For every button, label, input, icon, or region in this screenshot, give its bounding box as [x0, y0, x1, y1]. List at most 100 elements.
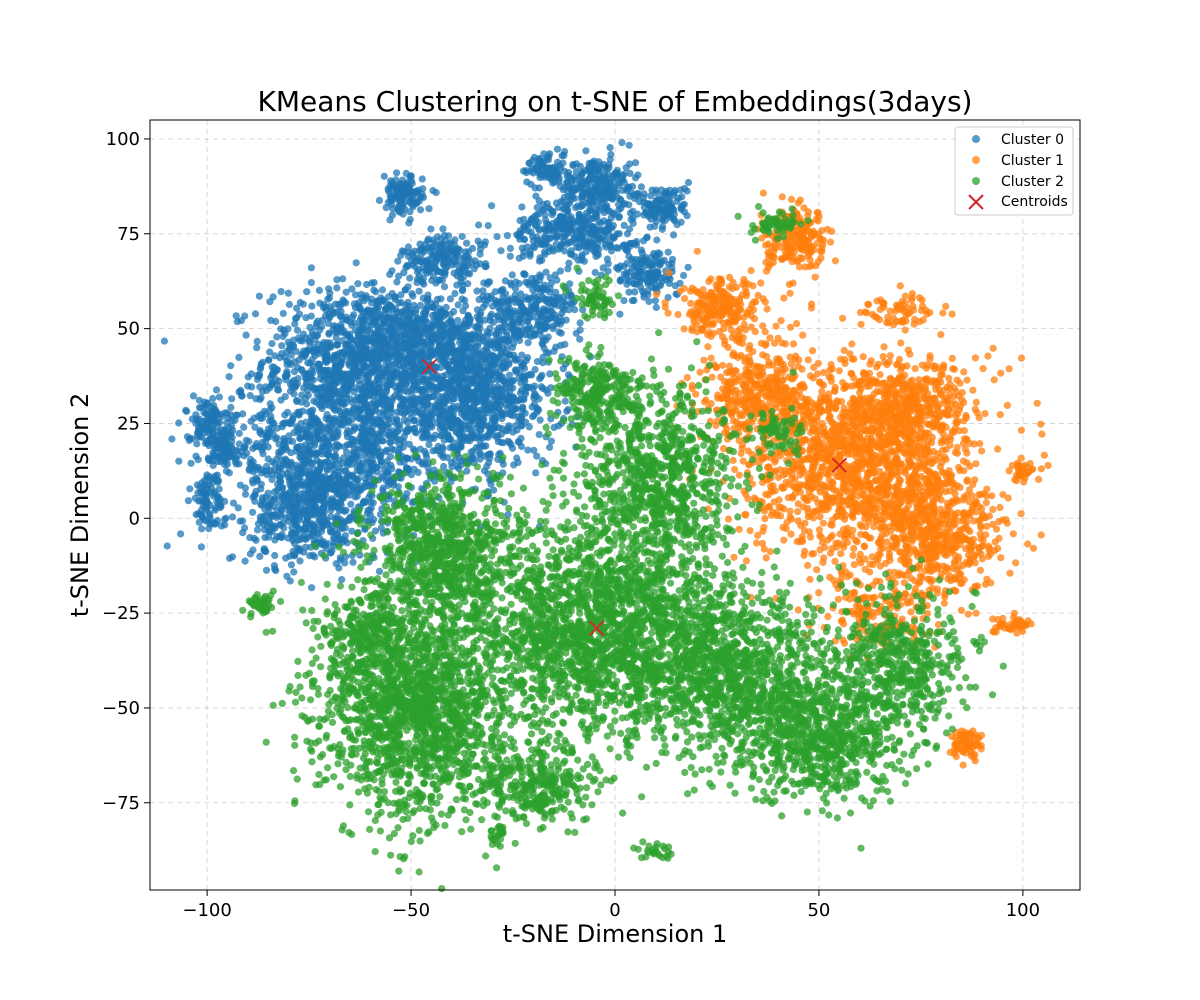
data-point	[595, 251, 602, 258]
data-point	[626, 142, 633, 149]
data-point	[255, 520, 262, 527]
data-point	[285, 339, 292, 346]
data-point	[666, 192, 673, 199]
data-point	[265, 534, 272, 541]
data-point	[492, 414, 499, 421]
data-point	[308, 303, 315, 310]
data-point	[417, 398, 424, 405]
data-point	[321, 346, 328, 353]
data-point	[284, 325, 291, 332]
data-point	[506, 372, 513, 379]
data-point	[281, 411, 288, 418]
data-point	[487, 403, 494, 410]
data-point	[465, 248, 472, 255]
data-point	[623, 164, 630, 171]
data-point	[349, 337, 356, 344]
data-point	[463, 356, 470, 363]
data-point	[538, 372, 545, 379]
data-point	[476, 456, 483, 463]
data-point	[168, 435, 175, 442]
data-point	[280, 503, 287, 510]
data-point	[485, 459, 492, 466]
data-point	[346, 330, 353, 337]
data-point	[336, 507, 343, 514]
data-point	[252, 395, 259, 402]
data-point	[542, 269, 549, 276]
data-point	[437, 305, 444, 312]
data-point	[281, 490, 288, 497]
data-point	[358, 469, 365, 476]
data-point	[331, 418, 338, 425]
data-point	[436, 342, 443, 349]
data-point	[290, 503, 297, 510]
data-point	[175, 458, 182, 465]
data-point	[278, 350, 285, 357]
data-point	[443, 394, 450, 401]
data-point	[333, 364, 340, 371]
data-point	[521, 306, 528, 313]
data-point	[363, 281, 370, 288]
data-point	[382, 448, 389, 455]
data-point	[499, 298, 506, 305]
data-point	[274, 425, 281, 432]
data-point	[290, 548, 297, 555]
data-point	[577, 326, 584, 333]
data-point	[425, 464, 432, 471]
data-point	[306, 340, 313, 347]
data-point	[513, 366, 520, 373]
data-point	[553, 199, 560, 206]
data-point	[526, 314, 533, 321]
data-point	[386, 331, 393, 338]
data-point	[301, 489, 308, 496]
data-point	[404, 345, 411, 352]
data-point	[271, 466, 278, 473]
data-point	[240, 424, 247, 431]
data-point	[560, 206, 567, 213]
data-point	[293, 444, 300, 451]
data-point	[366, 507, 373, 514]
data-point	[351, 372, 358, 379]
data-point	[530, 243, 537, 250]
data-point	[531, 213, 538, 220]
data-point	[562, 398, 569, 405]
data-point	[283, 370, 290, 377]
data-point	[333, 351, 340, 358]
data-point	[685, 179, 692, 186]
data-point	[554, 146, 561, 153]
data-point	[242, 484, 249, 491]
data-point	[444, 253, 451, 260]
data-point	[485, 222, 492, 229]
data-point	[376, 568, 383, 575]
data-point	[458, 406, 465, 413]
data-point	[482, 260, 489, 267]
data-point	[446, 343, 453, 350]
data-point	[480, 304, 487, 311]
data-point	[416, 288, 423, 295]
data-point	[338, 308, 345, 315]
data-point	[597, 176, 604, 183]
data-point	[428, 277, 435, 284]
data-point	[546, 444, 553, 451]
data-point	[536, 395, 543, 402]
data-point	[587, 207, 594, 214]
data-point	[302, 536, 309, 543]
data-point	[278, 342, 285, 349]
data-point	[275, 378, 282, 385]
data-point	[213, 386, 220, 393]
data-point	[419, 426, 426, 433]
data-point	[343, 430, 350, 437]
data-point	[455, 301, 462, 308]
data-point	[532, 331, 539, 338]
data-point	[324, 296, 331, 303]
data-point	[489, 392, 496, 399]
data-point	[479, 293, 486, 300]
data-point	[423, 454, 430, 461]
data-point	[434, 296, 441, 303]
data-point	[413, 279, 420, 286]
data-point	[395, 341, 402, 348]
data-point	[235, 354, 242, 361]
data-point	[309, 503, 316, 510]
data-point	[330, 377, 337, 384]
data-point	[400, 191, 407, 198]
data-point	[266, 298, 273, 305]
